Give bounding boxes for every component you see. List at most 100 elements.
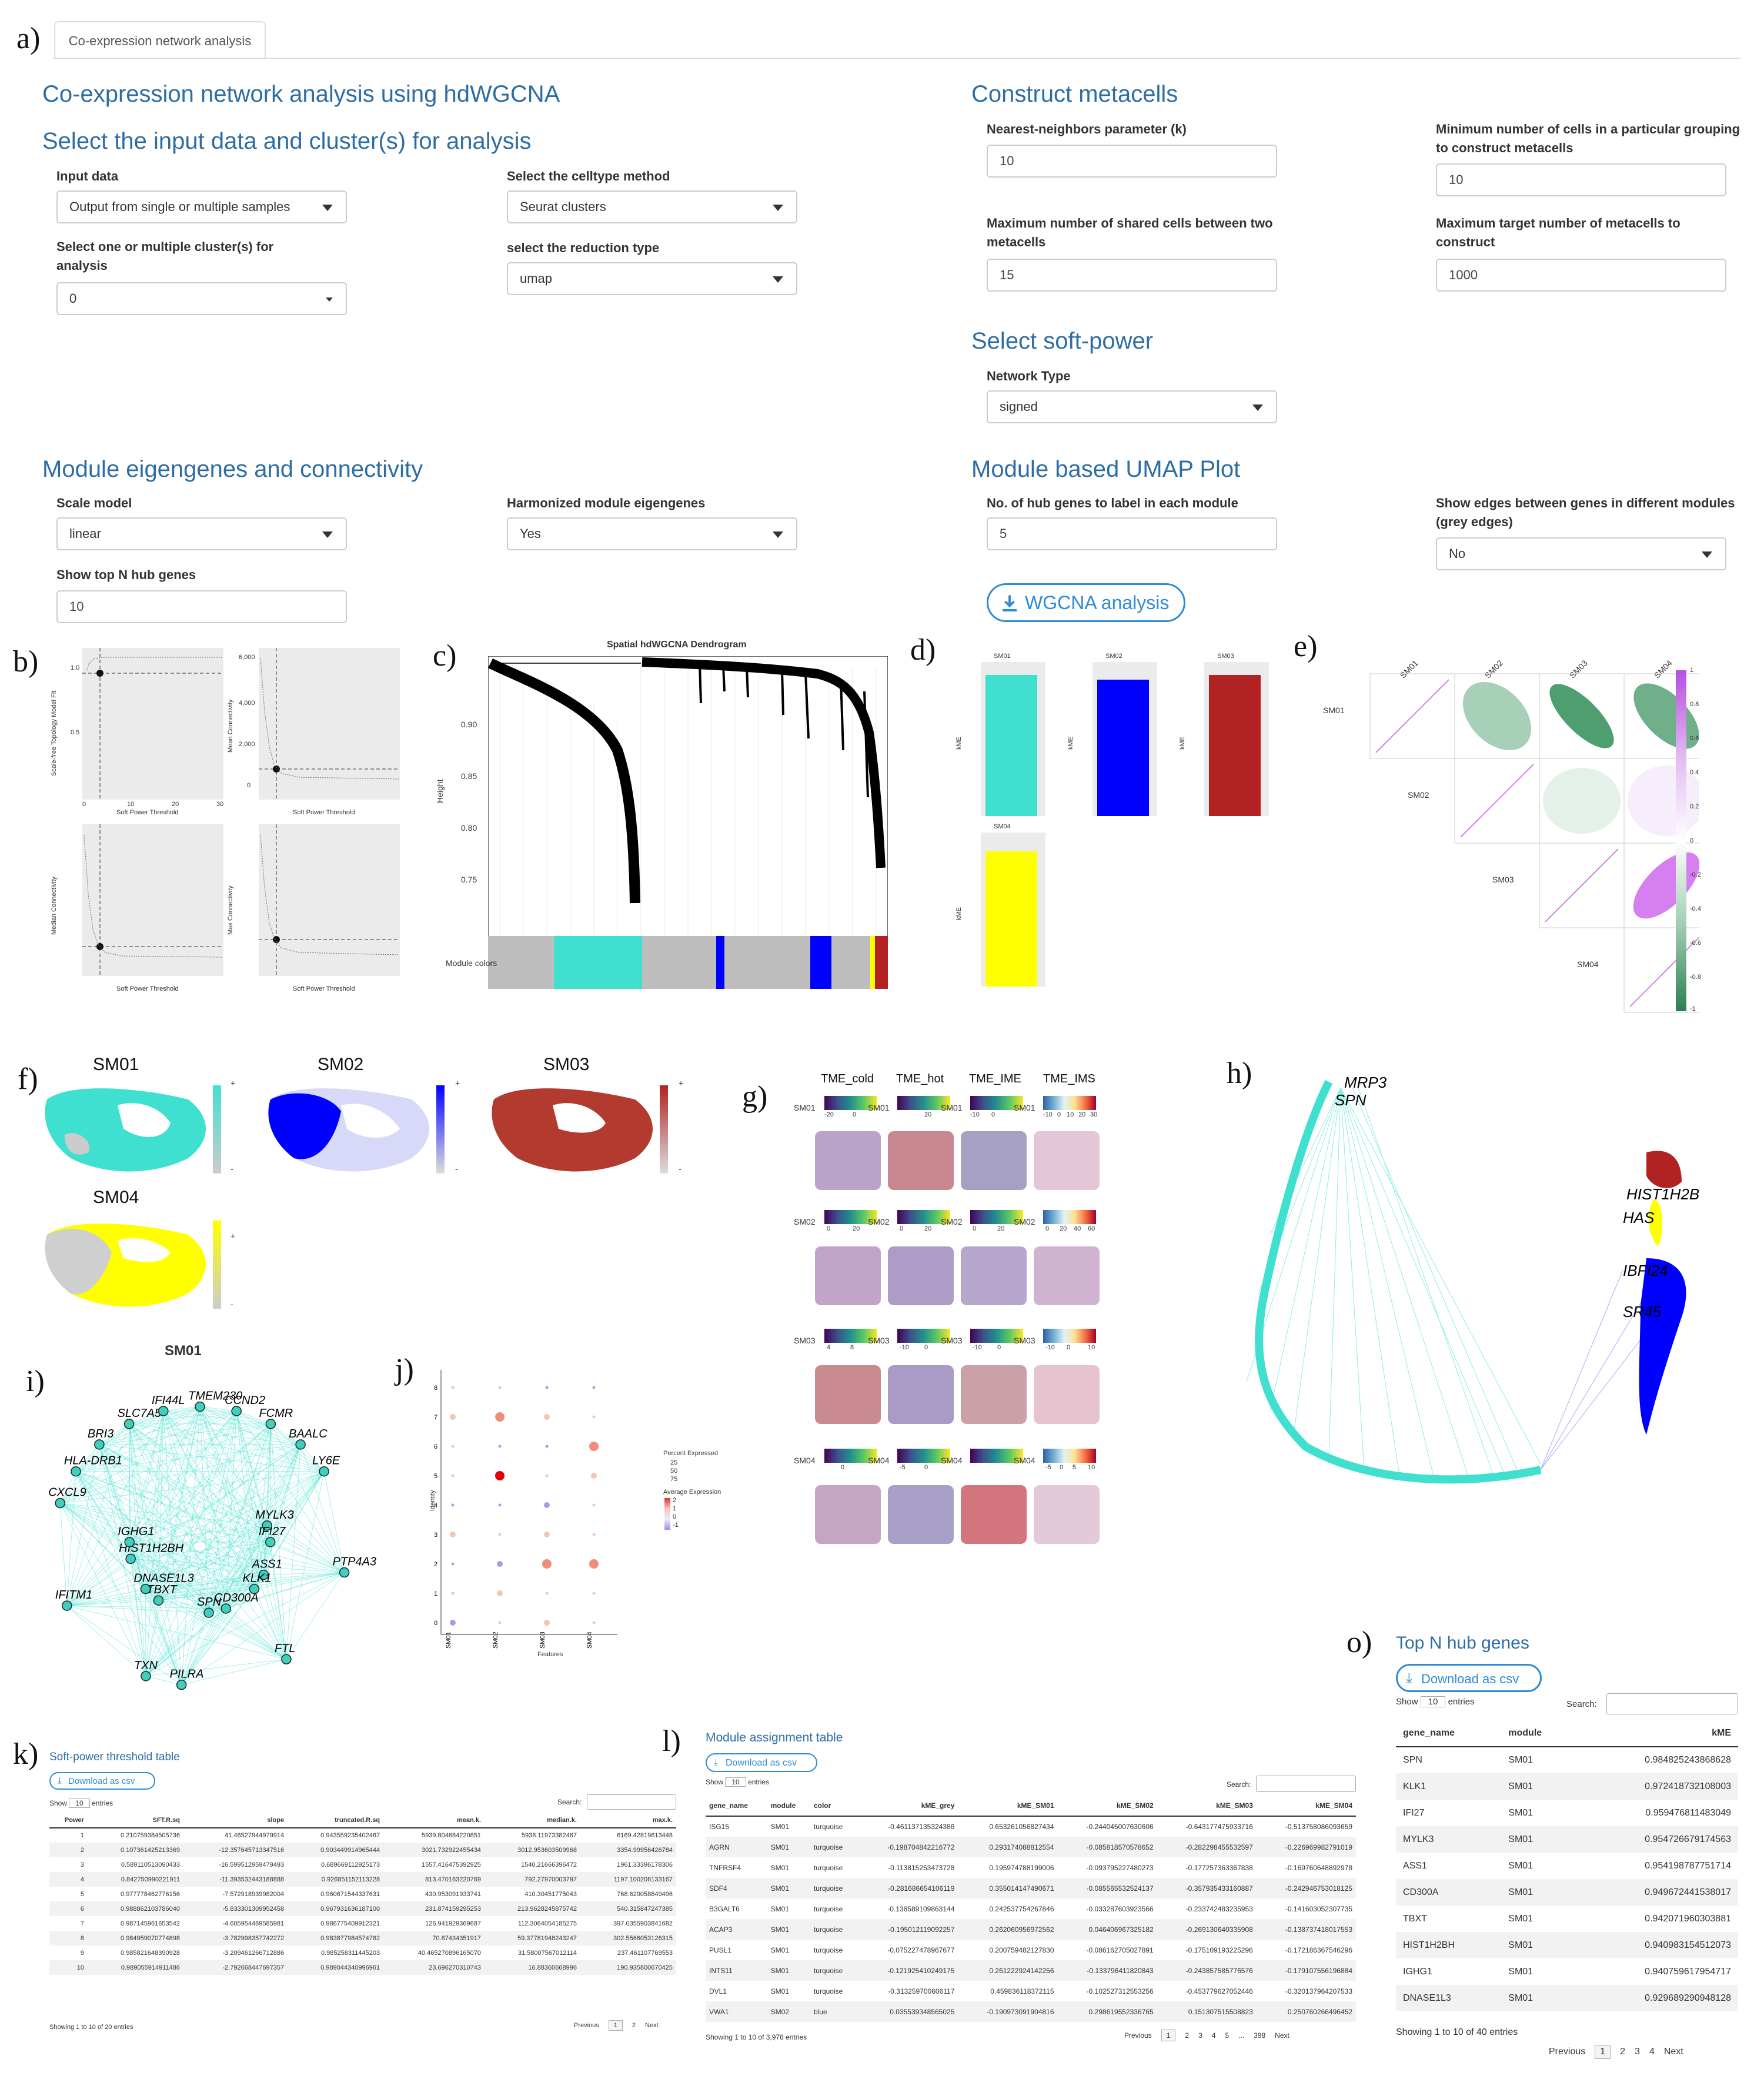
network-edge	[66, 1600, 159, 1606]
column-header[interactable]: color	[810, 1796, 859, 1817]
network-edge	[145, 1659, 287, 1677]
wgcna-analysis-button[interactable]: WGCNA analysis	[987, 583, 1185, 622]
harmonized-select[interactable]: Yes	[507, 517, 797, 550]
network-edge	[130, 1471, 325, 1559]
page-button[interactable]: 1	[1161, 2030, 1176, 2041]
column-header[interactable]: mean.k.	[383, 1813, 485, 1828]
page-button[interactable]: 2	[632, 2022, 636, 2029]
tme-row-label: SM02	[1014, 1217, 1035, 1226]
column-header[interactable]: slope	[183, 1813, 288, 1828]
hub-download-button[interactable]: ⤓ Download as csv	[1396, 1664, 1542, 1692]
network-edge	[145, 1600, 159, 1676]
page-button[interactable]: 2	[1185, 2031, 1190, 2040]
column-header[interactable]: kME_SM03	[1157, 1796, 1257, 1817]
page-button[interactable]: ...	[1238, 2031, 1245, 2040]
page-button[interactable]: 2	[1620, 2047, 1626, 2057]
page-button[interactable]: 1	[608, 2020, 623, 2031]
page-length-select[interactable]: 10	[1420, 1696, 1446, 1707]
network-edge	[225, 1423, 271, 1609]
page-button[interactable]: 3	[1198, 2031, 1202, 2040]
page-button[interactable]: 4	[1211, 2031, 1216, 2040]
page-button[interactable]: 398	[1254, 2031, 1266, 2040]
next-page-button[interactable]: Next	[645, 2022, 659, 2029]
network-edge	[145, 1471, 325, 1590]
input-data-label: Input data	[56, 169, 119, 183]
next-page-button[interactable]: Next	[1275, 2031, 1289, 2040]
module-table-title: Module assignment table	[706, 1731, 843, 1744]
reduction-select[interactable]: umap	[507, 262, 797, 295]
network-edge	[270, 1471, 325, 1543]
max-target-input[interactable]: 1000	[1436, 259, 1726, 292]
softpower-pagination[interactable]: Previous 1 2 Next	[569, 2020, 663, 2031]
dot	[451, 1562, 455, 1566]
previous-page-button[interactable]: Previous	[1549, 2047, 1586, 2057]
column-header[interactable]: module	[767, 1796, 810, 1817]
network-edge	[129, 1542, 264, 1576]
hub-search-input[interactable]	[1606, 1693, 1738, 1714]
network-edge	[225, 1410, 237, 1609]
gene-label: IFI44L	[152, 1394, 185, 1407]
min-cells-input[interactable]: 10	[1436, 163, 1726, 196]
column-header[interactable]: truncated.R.sq	[288, 1813, 384, 1828]
page-length-select[interactable]: 10	[725, 1777, 746, 1787]
column-header[interactable]: SFT.R.sq	[87, 1813, 183, 1828]
chevron-down-icon	[773, 205, 783, 211]
network-edge	[129, 1471, 325, 1543]
celltype-select[interactable]: Seurat clusters	[507, 190, 797, 223]
column-header[interactable]: max.k.	[580, 1813, 676, 1828]
download-icon: ⤓	[714, 1757, 719, 1767]
column-header[interactable]: kME	[1577, 1720, 1738, 1747]
network-edge	[130, 1410, 237, 1559]
network-edge	[99, 1444, 209, 1613]
tab-coexpression[interactable]: Co-expression network analysis	[54, 21, 266, 59]
hub-label-input[interactable]: 5	[987, 517, 1277, 550]
clusters-select[interactable]: 0	[56, 282, 347, 315]
table-cell: 0.293174088812554	[958, 1837, 1058, 1857]
download-icon: ⤓	[58, 1776, 62, 1786]
column-header[interactable]: kME_SM04	[1256, 1796, 1356, 1817]
gene-label: BAALC	[289, 1428, 328, 1440]
umap-sm01	[45, 1085, 221, 1174]
table-cell: AGRN	[706, 1837, 767, 1857]
softpower-search-input[interactable]	[587, 1794, 676, 1810]
network-edge	[59, 1503, 68, 1606]
y-label-max: Max Connectivity	[227, 885, 234, 935]
max-shared-input[interactable]: 15	[987, 259, 1277, 292]
tme-scale-tick: 0	[1045, 1225, 1050, 1232]
topn-input[interactable]: 10	[56, 590, 347, 623]
page-button[interactable]: 4	[1649, 2047, 1655, 2057]
module-pagination[interactable]: Previous 1 2 3 4 5... 398 Next	[1120, 2030, 1294, 2041]
page-button[interactable]: 1	[1595, 2045, 1611, 2059]
column-header[interactable]: gene_name	[706, 1796, 767, 1817]
column-header[interactable]: Power	[49, 1813, 88, 1828]
network-edge	[129, 1423, 271, 1543]
softpower-download-button[interactable]: ⤓ Download as csv	[49, 1772, 155, 1790]
column-header[interactable]: gene_name	[1396, 1720, 1502, 1747]
hub-pagination[interactable]: Previous 1 2 3 4 Next	[1544, 2045, 1688, 2059]
module-table-wrap: gene_name module color kME_grey kME_SM01 kME_…	[706, 1796, 1356, 2022]
knn-input[interactable]: 10	[987, 145, 1277, 178]
module-search-input[interactable]	[1256, 1776, 1356, 1792]
previous-page-button[interactable]: Previous	[574, 2022, 599, 2029]
previous-page-button[interactable]: Previous	[1124, 2031, 1152, 2040]
column-header[interactable]: kME_grey	[858, 1796, 958, 1817]
column-header[interactable]: median.k.	[484, 1813, 580, 1828]
tme-row-label: SM01	[1014, 1103, 1035, 1112]
next-page-button[interactable]: Next	[1663, 2047, 1683, 2057]
table-row: 7 0.987145961653542 -4.605954469585981 0.98…	[49, 1916, 676, 1931]
umap-sm04	[45, 1221, 221, 1309]
network-type-select[interactable]: signed	[987, 390, 1277, 423]
column-header[interactable]: kME_SM02	[1057, 1796, 1157, 1817]
module-download-button[interactable]: ⤓ Download as csv	[706, 1753, 817, 1772]
column-header[interactable]: module	[1501, 1720, 1578, 1747]
input-data-select[interactable]: Output from single or multiple samples	[56, 190, 347, 223]
page-length-select[interactable]: 10	[69, 1798, 90, 1808]
edges-select[interactable]: No	[1436, 537, 1726, 570]
page-button[interactable]: 5	[1225, 2031, 1230, 2040]
page-button[interactable]: 3	[1635, 2047, 1640, 2057]
column-header[interactable]: kME_SM01	[958, 1796, 1058, 1817]
scale-model-select[interactable]: linear	[56, 517, 347, 550]
tme-row-label: SM04	[1014, 1456, 1035, 1465]
table-cell: 231.874159295253	[383, 1901, 485, 1916]
network-edge	[254, 1589, 287, 1660]
